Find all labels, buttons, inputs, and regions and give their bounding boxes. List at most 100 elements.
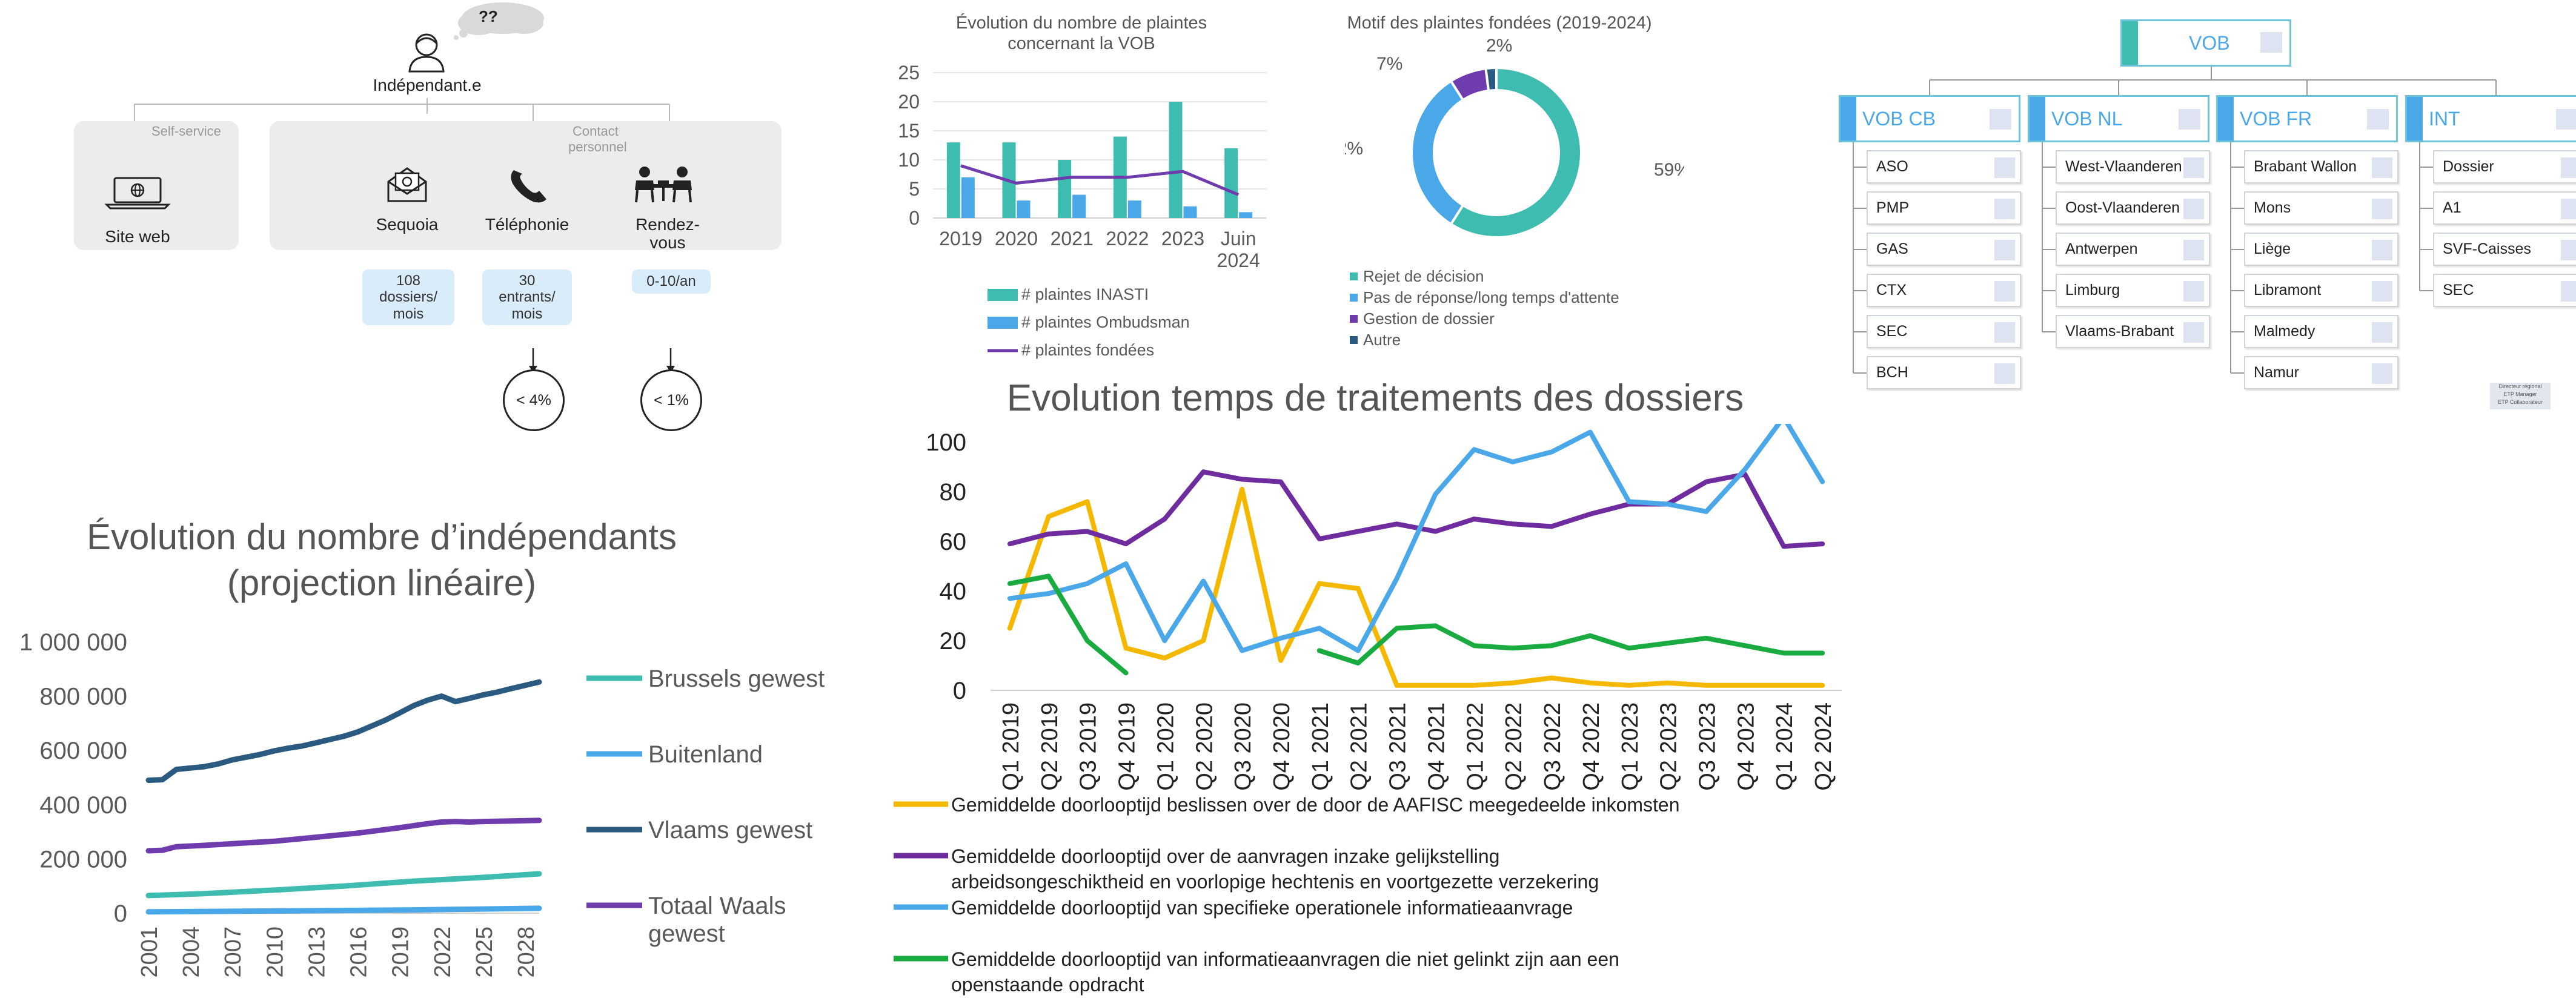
x-tick-label: Q1 2019 — [998, 702, 1024, 791]
org-root-bar — [2122, 21, 2138, 65]
org-unit-label: Namur — [2254, 364, 2300, 381]
org-mini-box — [1990, 109, 2011, 130]
x-tick-label: Q3 2023 — [1695, 702, 1720, 791]
x-tick-label: Q4 2021 — [1424, 702, 1449, 791]
org-unit-box: BCH — [1867, 356, 2021, 389]
org-mini-box — [2372, 322, 2392, 343]
org-column-head: VOB CB — [1839, 95, 2020, 142]
independents-line-chart: 0 200 000 400 000 600 000 800 000 1 000 000 20… — [19, 629, 825, 978]
x-tick-label: 2019 — [939, 228, 982, 249]
y-tick-label: 0 — [953, 678, 966, 704]
y-tick-label: 15 — [898, 120, 920, 142]
org-legend-line: ETP Collaborateur — [2498, 399, 2543, 405]
x-tick-label: Q3 2020 — [1230, 702, 1256, 791]
donut-slice — [1449, 66, 1582, 239]
channel-label-meeting-1: Rendez- — [636, 215, 700, 234]
org-column-head: VOB FR — [2216, 95, 2398, 142]
org-unit-label: SEC — [2443, 282, 2474, 299]
x-tick-label: 2013 — [304, 926, 330, 978]
volume-meeting: 0-10/an — [646, 273, 696, 290]
x-tick-label: Q1 2024 — [1772, 702, 1798, 791]
org-unit-box: Mons — [2244, 191, 2398, 225]
org-head-bar — [2407, 97, 2423, 140]
x-tick-label: 2019 — [388, 926, 414, 978]
x-tick-label: Q1 2023 — [1618, 702, 1643, 791]
legend-label: Gemiddelde doorlooptijd over de aanvrage… — [951, 845, 1499, 867]
org-unit-box: SEC — [1867, 315, 2021, 348]
thought-bubble-text: ?? — [479, 7, 498, 25]
org-unit-box: SVF-Caisses — [2433, 233, 2576, 266]
org-mini-box — [2372, 240, 2392, 260]
org-root-box: VOB — [2120, 19, 2291, 67]
org-mini-box — [1994, 363, 2015, 384]
org-mini-box — [2183, 157, 2204, 178]
x-tick-label: 2007 — [221, 926, 246, 978]
x-tick-label: Q4 2019 — [1115, 702, 1140, 791]
y-tick-label: 5 — [909, 178, 920, 200]
series-line — [960, 164, 1240, 196]
legend-label: Autre — [1363, 331, 1401, 349]
bar — [1183, 206, 1197, 218]
legend-label: openstaande opdracht — [951, 974, 1144, 996]
y-tick-label: 40 — [940, 578, 967, 605]
y-tick-label: 800 000 — [39, 684, 127, 710]
series-line — [1007, 573, 1825, 676]
legend-swatch — [1350, 294, 1358, 302]
x-tick-label: Q2 2019 — [1037, 702, 1063, 791]
org-unit-box: SEC — [2433, 274, 2576, 307]
complaints-chart-title-2: concernant la VOB — [1007, 34, 1155, 53]
y-tick-label: 100 — [926, 429, 966, 456]
org-root-label: VOB — [2189, 31, 2230, 54]
legend-label: Buitenland — [648, 741, 763, 768]
channel-label-meeting-2: vous — [649, 233, 686, 252]
org-unit-label: Limburg — [2065, 282, 2120, 299]
thought-bubble-icon — [454, 2, 544, 40]
org-mini-box — [2372, 157, 2392, 178]
volume-sequoia-2: dossiers/ — [379, 289, 438, 306]
channel-label-phone: Téléphonie — [485, 215, 569, 234]
x-tick-label: Juin — [1221, 228, 1256, 249]
x-tick-label: Q4 2022 — [1579, 702, 1604, 791]
legend-label: # plaintes Ombudsman — [1021, 313, 1190, 331]
series-line — [145, 905, 542, 915]
donut-slice — [1484, 66, 1498, 93]
contact-label-1: Contact — [573, 124, 619, 139]
y-tick-label: 1 000 000 — [19, 629, 127, 656]
legend-label: # plaintes INASTI — [1021, 285, 1149, 303]
y-tick-label: 400 000 — [39, 792, 127, 819]
legend-label: Gestion de dossier — [1363, 309, 1495, 328]
org-unit-box: CTX — [1867, 274, 2021, 307]
org-mini-box — [1994, 322, 2015, 343]
x-tick-label: Q2 2024 — [1811, 702, 1836, 791]
org-unit-label: Oost-Vlaanderen — [2065, 199, 2180, 216]
org-unit-box: GAS — [1867, 233, 2021, 266]
org-head-label: INT — [2429, 107, 2460, 130]
x-tick-label: Q2 2021 — [1347, 702, 1372, 791]
org-connectors — [1853, 67, 2497, 374]
x-tick-label: Q3 2019 — [1076, 702, 1101, 791]
x-tick-label: 2025 — [472, 926, 497, 978]
org-mini-box — [2367, 109, 2389, 130]
org-mini-box — [2260, 32, 2282, 53]
volume-chip-meeting: 0-10/an — [632, 269, 711, 294]
channel-label-website: Site web — [105, 227, 170, 246]
org-unit-label: A1 — [2443, 199, 2461, 216]
legend-label: Gemiddelde doorlooptijd van informatieaa… — [951, 948, 1619, 970]
org-column-head: VOB NL — [2028, 95, 2209, 142]
org-mini-box — [2561, 199, 2576, 219]
legend-swatch — [988, 317, 1018, 329]
legend-label: # plaintes fondées — [1021, 341, 1154, 359]
x-tick-label: 2010 — [262, 926, 288, 978]
org-unit-box: Malmedy — [2244, 315, 2398, 348]
org-unit-label: West-Vlaanderen — [2065, 158, 2182, 175]
x-tick-label: 2022 — [1106, 228, 1149, 249]
org-unit-label: ASO — [1876, 158, 1908, 175]
x-tick-label: Q2 2022 — [1501, 702, 1527, 791]
laptop-icon — [104, 177, 171, 210]
org-unit-box: Brabant Wallon — [2244, 150, 2398, 183]
org-unit-box: PMP — [1867, 191, 2021, 225]
person-icon — [408, 33, 445, 73]
org-mini-box — [2183, 281, 2204, 302]
org-unit-label: SEC — [1876, 323, 1908, 340]
